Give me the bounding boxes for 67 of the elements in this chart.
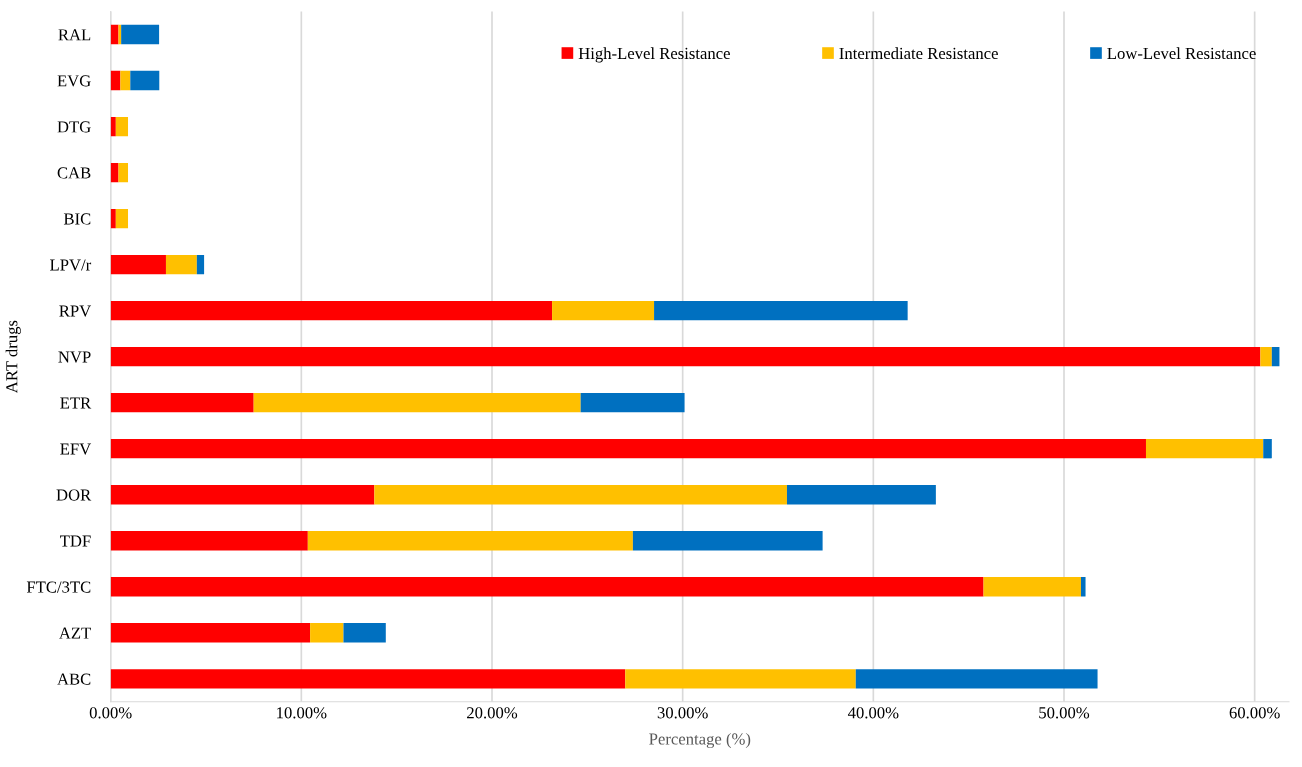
x-axis-title: Percentage (%) xyxy=(649,732,751,749)
x-tick-label: 60.00% xyxy=(1229,707,1280,719)
x-tick-label: 40.00% xyxy=(847,707,899,719)
y-tick-label: ABC xyxy=(57,673,91,685)
bar xyxy=(983,577,1081,597)
bar xyxy=(632,531,823,551)
y-tick-label: EFV xyxy=(60,443,92,455)
bar xyxy=(118,24,122,45)
bar xyxy=(110,531,308,551)
bar xyxy=(307,531,633,551)
bar xyxy=(110,623,311,643)
bar xyxy=(110,346,1261,367)
bar xyxy=(110,485,375,505)
bar xyxy=(580,393,685,413)
bar xyxy=(786,485,936,505)
bar xyxy=(110,70,121,91)
x-tick-label: 50.00% xyxy=(1039,707,1090,719)
bar xyxy=(855,669,1098,689)
bar xyxy=(110,300,553,321)
legend-label: Low-Level Resistance xyxy=(1107,47,1256,60)
y-axis-title: ART drugs xyxy=(5,320,21,394)
legend-label: High-Level Resistance xyxy=(578,47,730,63)
bar xyxy=(1263,439,1272,459)
y-tick-label: RAL xyxy=(58,29,91,41)
y-tick-label: DOR xyxy=(56,489,92,501)
bar xyxy=(310,623,344,643)
bar xyxy=(165,254,197,275)
bar xyxy=(1080,577,1086,597)
x-tick-label: 20.00% xyxy=(467,707,518,719)
x-tick-label: 30.00% xyxy=(657,707,708,719)
y-tick-label: DTG xyxy=(57,121,91,133)
bar xyxy=(253,393,581,413)
y-tick-label: ETR xyxy=(60,397,92,409)
bar xyxy=(110,577,984,597)
bar xyxy=(121,24,160,45)
bar xyxy=(1145,439,1264,459)
bar xyxy=(120,70,131,91)
bar xyxy=(110,208,116,229)
y-tick-label: LPV/r xyxy=(50,259,92,271)
y-tick-label: RPV xyxy=(59,305,92,317)
y-tick-label: EVG xyxy=(57,75,91,87)
bar xyxy=(130,70,160,91)
bar xyxy=(654,300,908,321)
y-tick-label: NVP xyxy=(58,351,91,363)
bar xyxy=(552,300,655,321)
y-tick-label: BIC xyxy=(63,213,91,225)
bar xyxy=(110,439,1146,459)
bar xyxy=(343,623,386,643)
y-tick-label: TDF xyxy=(60,535,91,547)
legend-label: Intermediate Resistance xyxy=(839,47,998,60)
y-tick-label: FTC/3TC xyxy=(26,581,91,593)
bar xyxy=(1260,346,1272,367)
x-tick-label: 0.00% xyxy=(89,707,132,719)
bar xyxy=(110,254,166,275)
bar xyxy=(1271,346,1280,367)
y-tick-label: AZT xyxy=(58,627,91,639)
bar xyxy=(110,393,254,413)
bar xyxy=(115,116,129,137)
bar xyxy=(196,254,205,275)
bar xyxy=(115,208,129,229)
bar xyxy=(374,485,787,505)
bar xyxy=(110,669,626,689)
bar xyxy=(118,162,129,183)
x-tick-label: 10.00% xyxy=(277,707,327,719)
bar xyxy=(110,116,116,137)
bar xyxy=(625,669,856,689)
y-tick-label: CAB xyxy=(57,167,91,179)
